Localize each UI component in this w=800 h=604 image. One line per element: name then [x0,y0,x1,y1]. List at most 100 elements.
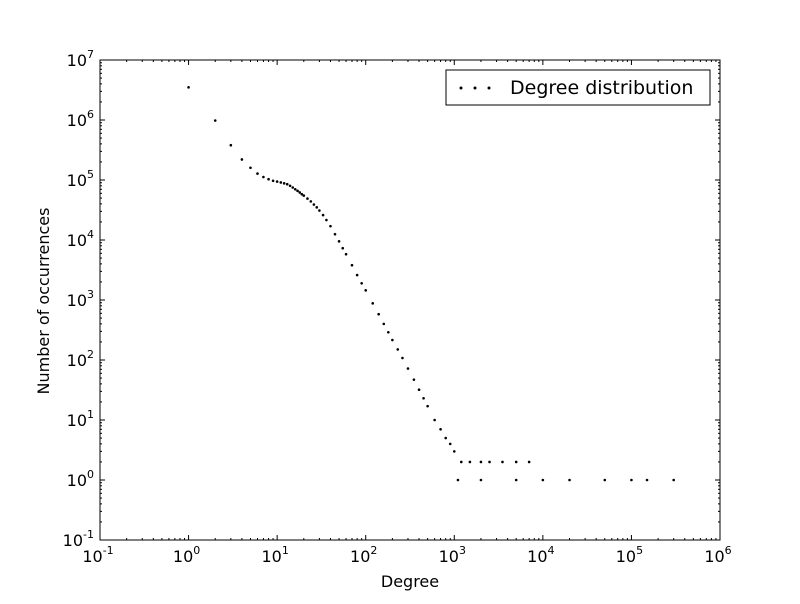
data-point [468,460,472,464]
data-point [422,397,425,400]
data-point [433,418,436,422]
data-point [479,460,483,464]
data-point [391,338,394,342]
data-point [291,186,295,189]
data-point [514,460,518,464]
data-point [488,460,491,464]
y-tick-label: 107 [67,48,94,70]
legend-entry-degree-distribution: Degree distribution [510,77,693,99]
data-point [426,404,429,408]
data-point [300,192,304,196]
data-point [350,263,354,267]
x-tick-label: 10-1 [82,544,113,566]
x-tick-label: 103 [439,544,466,566]
data-point [382,322,386,326]
data-point [396,348,400,351]
data-point [412,378,416,381]
data-point [645,478,649,482]
plot-area [99,59,721,541]
data-point [262,175,265,179]
x-tick-label: 100 [173,544,200,566]
y-tick-label: 10-1 [63,528,94,550]
y-tick-label: 106 [67,108,94,130]
y-tick-label: 102 [67,348,94,370]
x-tick-label: 105 [616,544,643,566]
y-tick-label: 101 [67,408,94,430]
data-point [318,209,321,212]
axis-ticks: 10-1 100 101 102 103 104 105 106 10-1 100 101 102 10… [63,48,732,566]
data-point [306,197,309,200]
y-tick-label: 104 [67,228,94,250]
data-point [271,179,275,183]
data-point [302,194,306,197]
x-tick-label: 104 [527,544,554,566]
data-point [240,158,244,161]
data-point [315,206,319,209]
data-point [541,478,545,482]
data-point [360,281,363,285]
data-point [288,184,292,188]
data-point [282,182,286,185]
data-point [460,460,463,464]
data-point [452,450,456,453]
data-point [229,143,233,147]
x-axis-label: Degree [381,572,439,591]
data-point [267,177,270,181]
data-point [279,181,283,184]
data-point [341,246,345,250]
data-point [417,388,421,391]
data-point [285,182,289,186]
data-point [514,478,518,482]
plot-frame [99,59,721,541]
y-tick-label: 105 [67,168,94,190]
data-point [329,224,332,228]
data-point [406,367,410,370]
data-point [333,232,337,236]
data-point [377,312,380,316]
data-point [275,180,279,183]
axis-labels: Degree Number of occurrences [34,208,439,591]
data-point [355,273,359,277]
data-point [321,213,325,217]
data-point [256,172,259,175]
x-tick-label: 101 [261,544,288,566]
data-point [479,478,483,482]
legend: Degree distribution [445,69,711,106]
data-point [603,478,607,482]
data-point [298,191,302,194]
legend-box [445,69,711,106]
legend-marker-dot [459,86,463,90]
y-tick-label: 103 [67,288,94,310]
data-point [296,189,299,193]
data-point [501,460,504,464]
data-point [371,302,375,305]
data-point [401,356,404,360]
data-point [448,442,452,446]
data-point [439,427,442,431]
data-point [456,478,460,482]
x-tick-label: 102 [350,544,377,566]
data-point [312,203,316,206]
data-point [187,86,190,89]
y-tick-label: 100 [67,468,94,490]
data-point [213,119,217,122]
x-tick-label: 106 [704,544,731,566]
data-point [672,478,675,482]
data-point [249,166,252,170]
data-point [527,460,531,464]
data-point [630,478,633,482]
data-point [344,252,348,256]
data-point [293,187,297,191]
data-point [309,200,313,203]
data-point [444,436,448,440]
legend-marker-dot [473,86,477,90]
data-point [568,478,571,482]
data-point [337,240,341,243]
data-point [387,330,390,334]
y-axis-label: Number of occurrences [34,208,53,395]
data-point [364,289,368,292]
legend-marker-dot [487,86,491,90]
data-point [325,218,328,222]
